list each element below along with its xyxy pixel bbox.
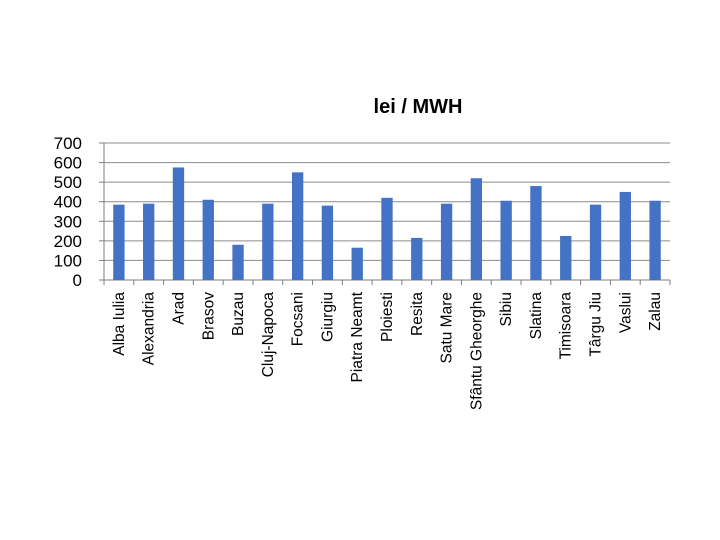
y-tick-label: 600 [54, 154, 82, 173]
y-tick-label: 300 [54, 212, 82, 231]
chart-title: lei / MWH [374, 96, 463, 118]
bar [500, 200, 512, 280]
bar [172, 167, 185, 280]
x-category-label: Arad [170, 292, 187, 325]
bar [530, 186, 542, 280]
y-tick-label: 100 [54, 251, 82, 270]
bar [113, 204, 125, 280]
x-category-label: Satu Mare [439, 292, 456, 364]
x-category-label: Cluj-Napoca [260, 292, 277, 378]
y-tick-label: 500 [54, 173, 82, 192]
x-category-label: Buzau [230, 292, 247, 336]
bar [351, 247, 363, 280]
y-tick-label: 400 [54, 193, 82, 212]
bar [440, 203, 453, 280]
x-category-label: Vaslui [617, 292, 634, 333]
bar [619, 191, 631, 280]
x-category-label: Focsani [290, 292, 307, 346]
bar [291, 172, 304, 280]
x-category-label: Brasov [200, 292, 217, 340]
x-category-label: Sfântu Gheorghe [468, 292, 485, 410]
x-category-label: Slatina [528, 292, 545, 340]
x-axis-category-labels: Alba Iulia Alexandria Arad Brasov Buzau Cluj-… [111, 291, 664, 410]
x-category-label: Târgu Jiu [588, 292, 605, 357]
x-category-label: Ploiesti [379, 292, 396, 342]
x-category-label: Sibiu [498, 292, 515, 326]
x-category-label: Zalau [647, 292, 664, 331]
bar [589, 204, 602, 280]
bar [411, 237, 423, 280]
x-category-label: Alba Iulia [111, 292, 128, 356]
x-category-label: Giurgiu [319, 292, 336, 342]
bar [232, 244, 244, 280]
bar [470, 178, 483, 280]
bar [649, 200, 661, 280]
x-category-label: Alexandria [141, 292, 158, 366]
bar [262, 203, 274, 280]
bar [143, 203, 155, 280]
x-category-label: Piatra Neamt [349, 291, 366, 382]
y-tick-label: 200 [54, 232, 82, 251]
bar [321, 205, 334, 280]
bars [113, 167, 661, 280]
bar [381, 197, 393, 280]
x-category-label: Resita [409, 292, 426, 336]
x-category-label: Timisoara [558, 292, 575, 360]
bar [560, 235, 572, 280]
y-tick-label: 0 [73, 271, 82, 290]
bar [202, 199, 214, 280]
y-tick-label: 700 [54, 134, 82, 153]
